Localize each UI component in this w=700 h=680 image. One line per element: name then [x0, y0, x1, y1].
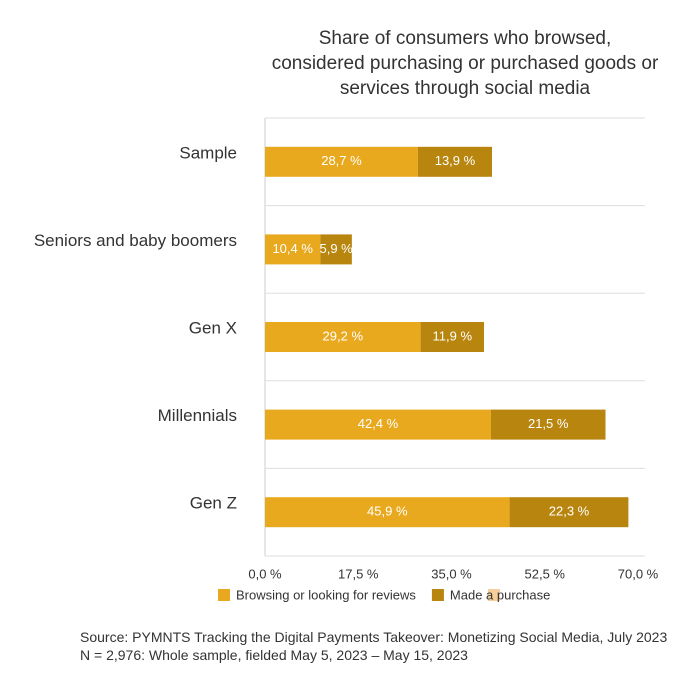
- x-tick-label: 52,5 %: [525, 566, 566, 581]
- y-tick-label: Gen X: [189, 318, 237, 337]
- bar-segment: [265, 409, 491, 440]
- source-note: Source: PYMNTS Tracking the Digital Paym…: [80, 629, 668, 663]
- bar-segment: [320, 234, 352, 265]
- value-label: 11,9 %: [433, 328, 473, 343]
- value-label: 42,4 %: [358, 416, 399, 431]
- legend-label: Browsing or looking for reviews: [236, 587, 416, 602]
- legend-swatch: [218, 589, 230, 601]
- y-tick-label: Millennials: [158, 406, 237, 425]
- legend-swatch-extra: [488, 589, 500, 601]
- value-label: 29,2 %: [323, 328, 364, 343]
- bar-segment: [265, 497, 510, 528]
- value-label: 21,5 %: [528, 416, 569, 431]
- y-tick-label: Sample: [179, 143, 237, 162]
- bar-segment: [265, 234, 321, 265]
- bar-segment: [265, 322, 421, 352]
- x-tick-label: 0,0 %: [248, 566, 282, 581]
- y-tick-label: Seniors and baby boomers: [34, 231, 237, 250]
- x-tick-label: 35,0 %: [431, 566, 472, 581]
- bar-segment: [265, 146, 418, 177]
- chart-title: Share of consumers who browsed, consider…: [271, 28, 659, 99]
- value-label: 45,9 %: [367, 504, 408, 519]
- x-tick-label: 17,5 %: [338, 566, 379, 581]
- y-tick-label: Gen Z: [190, 494, 237, 513]
- value-label: 5,9 %: [320, 241, 354, 256]
- value-label: 28,7 %: [321, 153, 362, 168]
- bar-segment: [420, 322, 485, 352]
- legend-label: Made a purchase: [450, 587, 550, 602]
- legend-swatch: [431, 589, 444, 601]
- x-tick-label: 70,0 %: [618, 566, 659, 581]
- value-label: 13,9 %: [435, 153, 476, 168]
- value-label: 10,4 %: [272, 241, 313, 256]
- bar-segment: [490, 409, 606, 440]
- bar-segment: [509, 497, 629, 528]
- bar-segment: [417, 146, 492, 177]
- value-label: 22,3 %: [549, 504, 590, 519]
